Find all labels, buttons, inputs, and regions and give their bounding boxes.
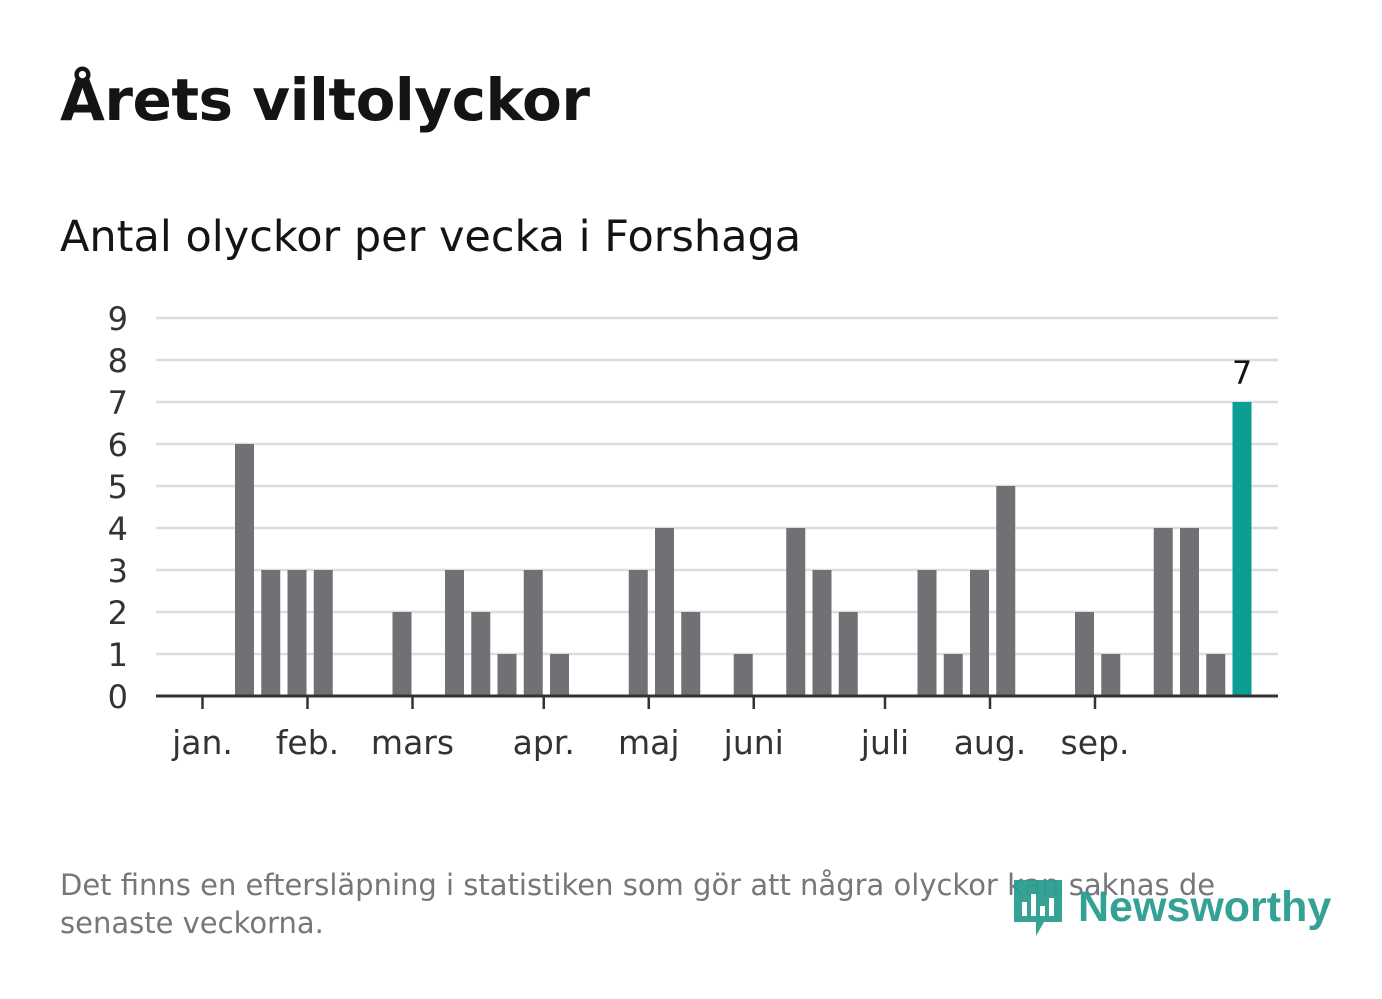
x-tick-label: feb.: [276, 723, 339, 762]
bar: [392, 612, 412, 696]
y-tick-label: 5: [108, 468, 128, 506]
newsworthy-logo: Newsworthy: [1010, 872, 1331, 942]
bar: [812, 570, 832, 696]
y-tick-label: 1: [108, 636, 128, 674]
y-tick-label: 8: [108, 342, 128, 380]
x-tick-label: sep.: [1061, 723, 1130, 762]
bar: [996, 486, 1016, 696]
x-tick-label: juni: [723, 723, 784, 762]
newsworthy-logo-icon: [1014, 880, 1062, 936]
y-tick-label: 3: [108, 552, 128, 590]
bar: [1206, 654, 1226, 696]
bar: [917, 570, 937, 696]
bar: [497, 654, 517, 696]
bar: [550, 654, 569, 696]
chart-subtitle: Antal olyckor per vecka i Forshaga: [60, 212, 802, 262]
bar: [287, 570, 307, 696]
bar: [943, 654, 963, 696]
y-tick-label: 6: [108, 426, 128, 464]
bar: [235, 444, 254, 696]
x-tick-label: mars: [371, 723, 454, 762]
bar: [655, 528, 674, 696]
x-tick-label: apr.: [513, 723, 575, 762]
data-label: 7: [1232, 354, 1252, 392]
bar: [786, 528, 806, 696]
highlighted-bar: [1232, 402, 1252, 696]
bar: [1101, 654, 1121, 696]
x-tick-label: maj: [618, 723, 680, 762]
bar: [838, 612, 858, 696]
y-tick-label: 2: [108, 594, 128, 632]
bar: [681, 612, 701, 696]
bar: [1180, 528, 1199, 696]
y-tick-label: 9: [108, 300, 128, 338]
bar: [733, 654, 753, 696]
bar: [471, 612, 491, 696]
x-tick-label: jan.: [171, 723, 233, 762]
y-tick-label: 7: [108, 384, 128, 422]
bar: [445, 570, 464, 696]
bar: [1153, 528, 1173, 696]
bar: [523, 570, 543, 696]
bar-chart: 0 1 2 3 4 5 6 7 8 9 7 jan. feb. mars apr. maj juni juli au…: [108, 300, 1278, 762]
x-tick-label: aug.: [954, 723, 1027, 762]
x-tick-label: juli: [860, 723, 909, 762]
bar: [313, 570, 333, 696]
y-tick-label: 0: [108, 678, 128, 716]
bar: [1075, 612, 1094, 696]
newsworthy-logo-text: Newsworthy: [1078, 882, 1332, 931]
bar: [261, 570, 281, 696]
chart-title: Årets viltolyckor: [60, 66, 590, 134]
y-tick-label: 4: [108, 510, 128, 548]
bar: [970, 570, 989, 696]
bar: [628, 570, 648, 696]
